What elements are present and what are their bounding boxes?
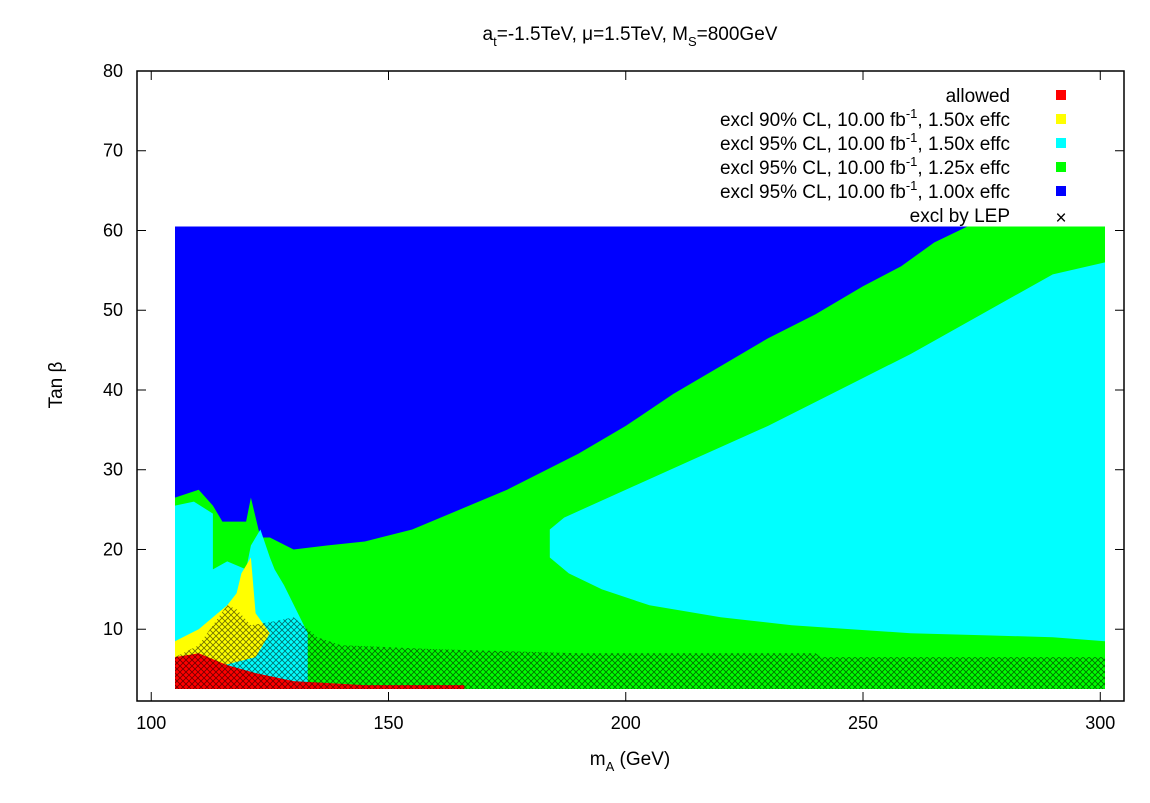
legend-swatch-excl95_150 [1056,138,1066,148]
heatmap-regions [175,226,1105,689]
y-tick-label: 20 [103,539,123,559]
region-excl95_150 [549,262,1105,642]
legend-label-excl90_150: excl 90% CL, 10.00 fb-1, 1.50x effc [720,106,1010,131]
lep-exclusion-overlay [175,605,1105,689]
legend-label-allowed: allowed [946,86,1010,107]
y-tick-label: 60 [103,220,123,240]
legend-label-excl95_125: excl 95% CL, 10.00 fb-1, 1.25x effc [720,154,1010,179]
x-tick-label: 200 [611,713,641,733]
y-tick-label: 10 [103,619,123,639]
region-lep-excluded [175,605,1105,689]
y-tick-label: 70 [103,141,123,161]
legend-marker-lep: × [1055,208,1066,229]
x-tick-label: 300 [1085,713,1115,733]
legend-swatch-excl95_125 [1056,162,1066,172]
legend-label-lep: excl by LEP [910,206,1010,227]
y-tick-label: 80 [103,61,123,81]
y-axis-label: Tan β [46,362,67,409]
y-tick-label: 40 [103,380,123,400]
plot-frame [136,70,1125,702]
x-tick-label: 100 [136,713,166,733]
y-tick-label: 30 [103,460,123,480]
axis-ticks: 100 150 200 250 300 10 20 30 40 50 60 70 80 [103,61,1124,733]
legend-label-excl95_100: excl 95% CL, 10.00 fb-1, 1.00x effc [720,178,1010,203]
x-axis-label: mA (GeV) [590,749,670,774]
chart-title: at=-1.5TeV, μ=1.5TeV, MS=800GeV [483,24,778,49]
y-tick-label: 50 [103,300,123,320]
x-tick-label: 250 [848,713,878,733]
x-tick-label: 150 [373,713,403,733]
legend-label-excl95_150: excl 95% CL, 10.00 fb-1, 1.50x effc [720,130,1010,155]
legend-swatch-allowed [1056,90,1066,100]
legend-swatch-excl90_150 [1056,114,1066,124]
legend-swatch-excl95_100 [1056,186,1066,196]
